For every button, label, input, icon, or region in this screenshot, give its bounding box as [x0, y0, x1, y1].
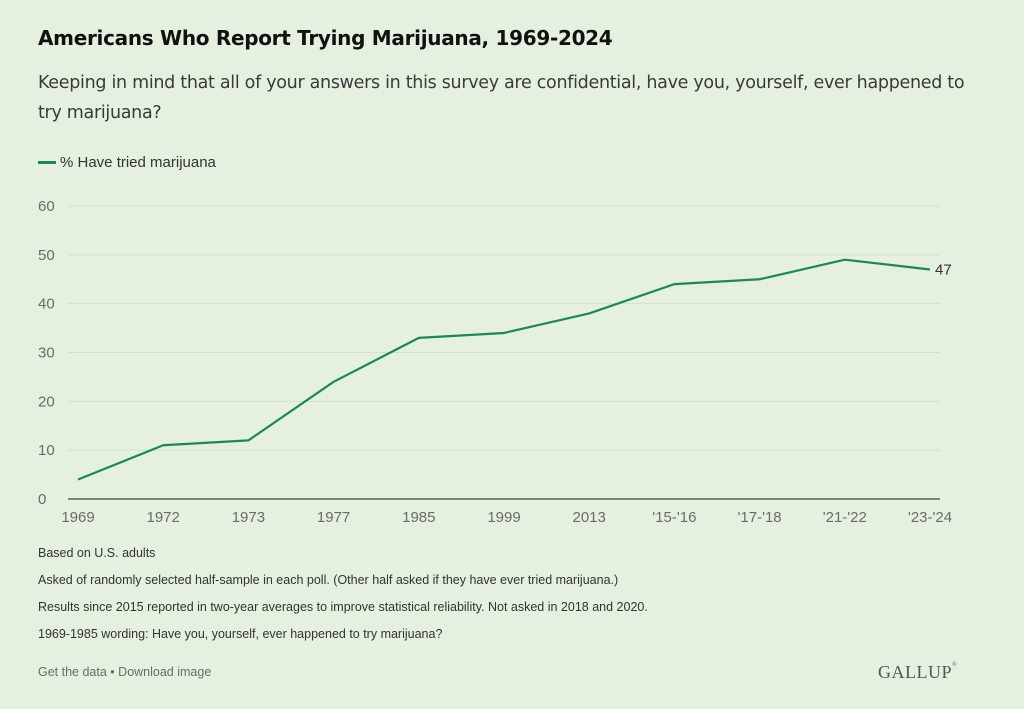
logo-text: GALLUP: [878, 662, 952, 682]
series-group: 47: [77, 258, 952, 481]
y-tick-label: 20: [38, 393, 55, 410]
x-tick-label: 1969: [61, 509, 94, 526]
x-tick-label: '21-'22: [823, 509, 867, 526]
y-tick-label: 0: [38, 491, 46, 508]
x-tick-label: 2013: [573, 509, 606, 526]
x-tick-label: 1985: [402, 509, 435, 526]
x-tick-label: 1972: [147, 509, 180, 526]
y-tick-label: 40: [38, 296, 55, 313]
footer-links: Get the data • Download image: [38, 665, 211, 679]
registered-mark: ®: [952, 662, 958, 668]
note: Asked of randomly selected half-sample i…: [38, 573, 619, 587]
x-tick-label: '17-'18: [738, 509, 782, 526]
x-tick-label: 1999: [487, 509, 520, 526]
legend-label: % Have tried marijuana: [60, 154, 216, 171]
series-line: [77, 258, 931, 481]
note: Based on U.S. adults: [38, 546, 156, 560]
y-tick-label: 30: [38, 345, 55, 362]
separator: •: [110, 665, 115, 679]
y-tick-label: 50: [38, 247, 55, 264]
download-image-link[interactable]: Download image: [118, 665, 212, 679]
get-data-link[interactable]: Get the data: [38, 665, 107, 679]
end-value-label: 47: [935, 261, 952, 278]
y-axis-ticks: 0 10 20 30 40 50 60: [38, 198, 55, 508]
legend-line-icon: [38, 161, 56, 164]
line-chart: 0 10 20 30 40 50 60 1969 1972 1973 1977 1985 1999 20…: [38, 198, 952, 526]
x-tick-label: '15-'16: [652, 509, 696, 526]
y-tick-label: 10: [38, 442, 55, 459]
chart-notes: Based on U.S. adults Asked of randomly s…: [38, 545, 648, 653]
x-axis-ticks: 1969 1972 1973 1977 1985 1999 2013 '15-'16 '17-'…: [61, 509, 952, 526]
x-tick-label: '23-'24: [908, 509, 952, 526]
note: 1969-1985 wording: Have you, yourself, e…: [38, 627, 443, 641]
x-tick-label: 1973: [232, 509, 265, 526]
note: Results since 2015 reported in two-year …: [38, 600, 648, 614]
x-tick-label: 1977: [317, 509, 350, 526]
y-tick-label: 60: [38, 198, 55, 215]
chart-subtitle: Keeping in mind that all of your answers…: [38, 73, 965, 123]
legend: % Have tried marijuana: [38, 154, 216, 171]
gridlines: [68, 205, 940, 500]
gallup-logo: GALLUP®: [878, 662, 957, 683]
chart-title: Americans Who Report Trying Marijuana, 1…: [38, 26, 613, 50]
